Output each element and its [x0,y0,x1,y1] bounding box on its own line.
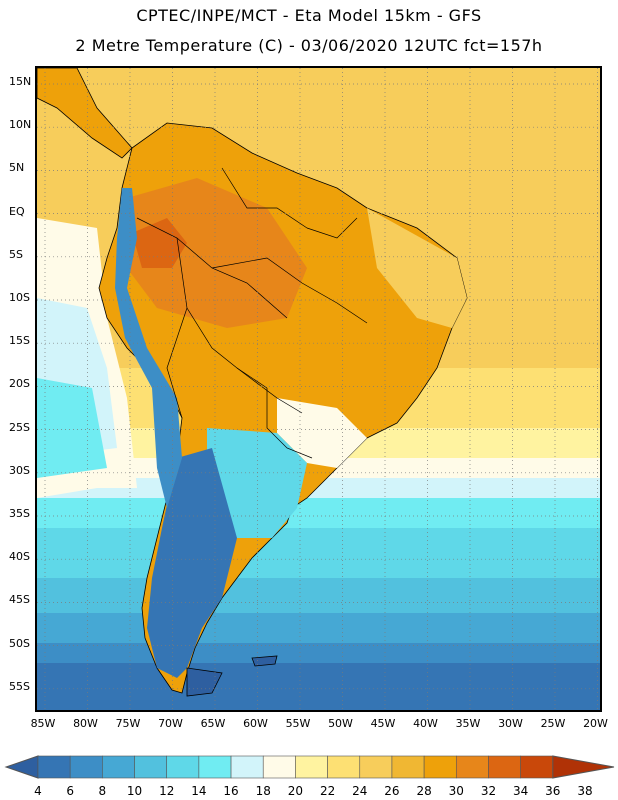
amazon-hot-zone [127,178,307,328]
lat-tick-label: 15N [9,75,32,88]
falkland-islands [251,655,278,667]
lon-tick-label: 25W [540,717,566,730]
colorbar-tick-label: 6 [66,784,74,798]
lat-tick-label: 50S [9,636,30,650]
colorbar-tick-label: 38 [577,784,593,798]
colorbar-swatch [295,755,328,779]
colorbar-swatch [359,755,393,779]
map-title: CPTEC/INPE/MCT - Eta Model 15km - GFS [136,6,482,25]
pacific-cool-tongue-3 [37,378,107,478]
lat-tick-label: 25S [9,420,30,434]
colorbar-tick-label: 30 [448,784,464,798]
lat-tick-label: 30S [9,463,30,477]
andes-cold-strip [115,188,182,508]
lon-tick-label: 45W [370,717,396,730]
colorbar-swatch [423,755,457,779]
central-america-land [37,68,133,159]
map-subtitle: 2 Metre Temperature (C) - 03/06/2020 12U… [75,36,543,55]
temperature-field [37,68,600,710]
lat-tick-label: EQ [9,204,25,218]
lat-tick-label: 55S [9,679,30,693]
colorbar-swatch [520,755,554,779]
colorbar-swatch [134,755,168,779]
patagonia-cold [147,448,237,678]
pampa-cool [207,428,307,538]
colorbar-swatch [69,755,103,779]
lat-tick-label: 15S [9,334,30,348]
lat-tick-label: 20S [9,377,30,391]
colorbar-swatch [198,755,232,779]
colorbar-tick-label: 12 [159,784,175,798]
lon-tick-label: 35W [455,717,481,730]
colorbar-swatch [488,755,521,779]
colorbar-tick-label: 10 [126,784,143,798]
country-borders [136,167,368,459]
lon-tick-label: 85W [30,717,56,730]
lon-tick-label: 75W [115,717,141,730]
lon-tick-label: 60W [243,717,268,730]
lat-tick-label: 45S [9,593,30,607]
colorbar-left-arrow [4,755,39,779]
colorbar-tick-label: 22 [319,784,336,798]
colorbar-swatch [37,755,71,779]
ocean-band-6 [37,663,600,710]
lat-lon-grid [37,68,600,710]
colorbar-tick-label: 26 [384,784,400,798]
colorbar-swatch [455,755,489,779]
lat-tick-label: 10N [9,118,32,132]
colorbar-tick-label: 4 [34,784,42,798]
colorbar-swatch [102,755,135,779]
colorbar-tick-label: 14 [191,784,207,798]
map-panel [35,66,602,712]
colorbar-swatch [327,755,361,779]
lat-tick-label: 40S [9,550,30,564]
peru-hottest-zone [132,218,187,268]
lon-tick-label: 55W [285,717,311,730]
lon-tick-label: 50W [328,717,353,730]
lon-tick-label: 20W [583,717,608,730]
colorbar-tick-label: 16 [223,784,239,798]
colorbar-tick-label: 20 [287,784,304,798]
colorbar-swatch [230,755,264,779]
colorbar-tick-label: 32 [480,784,497,798]
colorbar-swatch [262,755,296,779]
lat-tick-label: 35S [9,507,30,520]
colorbar-tick-label: 18 [255,784,271,798]
lat-tick-label: 10S [9,291,30,304]
colorbar-right-arrow [552,755,615,779]
colorbar-tick-label: 36 [545,784,561,798]
colorbar-swatch [166,755,200,779]
lon-tick-label: 30W [498,717,523,730]
colorbar-tick-label: 34 [513,784,529,798]
temperature-colorbar [4,755,615,779]
colorbar-tick-label: 28 [416,784,432,798]
lat-tick-label: 5S [9,247,23,261]
lon-tick-label: 70W [158,717,183,730]
lat-tick-label: 5N [9,161,25,175]
lon-tick-label: 80W [73,717,98,730]
lon-tick-label: 65W [200,717,226,730]
lon-tick-label: 40W [413,717,438,730]
northeast-brazil-mild [367,208,467,328]
colorbar-swatch [391,755,425,779]
colorbar-tick-label: 8 [98,784,107,798]
colorbar-tick-label: 24 [352,784,368,798]
south-brazil-cool [277,398,367,468]
